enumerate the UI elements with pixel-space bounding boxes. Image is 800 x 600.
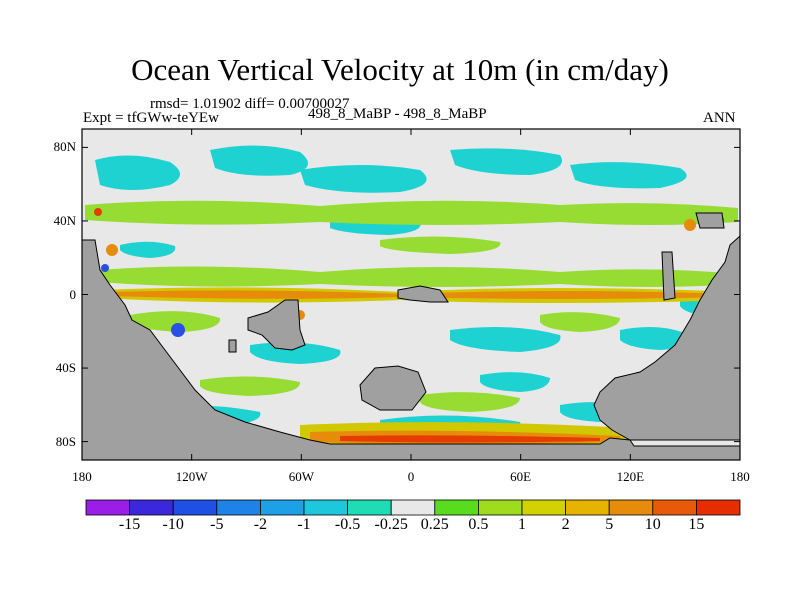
colorbar-label: 10 <box>644 516 661 533</box>
case-label: 498_8_MaBP - 498_8_MaBP <box>308 106 487 122</box>
colorbar-box <box>696 499 741 516</box>
x-tick-label: 60E <box>510 469 532 484</box>
y-tick-label: 80S <box>55 433 76 449</box>
green-patches <box>85 200 738 412</box>
colorbar-label: -5 <box>210 516 224 533</box>
x-tick-label: 120W <box>175 469 208 484</box>
colorbar-label: -15 <box>118 516 141 533</box>
colorbar-box <box>172 499 218 516</box>
island-northeast <box>695 212 725 229</box>
islet-small <box>228 339 237 353</box>
island-equatorial <box>397 285 449 303</box>
x-tick-label: 180 <box>730 469 750 484</box>
y-tick-label: 0 <box>69 286 77 302</box>
colorbar-label: 15 <box>688 516 705 533</box>
x-tick-label: 120E <box>616 469 645 484</box>
colorbar-label: 2 <box>561 516 570 533</box>
axis-ticks <box>81 129 741 460</box>
map-title: Ocean Vertical Velocity at 10m (in cm/da… <box>131 52 669 87</box>
y-tick-label: 40S <box>55 360 76 376</box>
y-tick-label: 40N <box>53 212 76 228</box>
colorbar-box <box>390 499 436 516</box>
colorbar <box>85 499 741 516</box>
colorbar-box <box>347 499 392 516</box>
stats-label: rmsd= 1.01902 diff= 0.00700027 <box>150 96 350 112</box>
eastern-landmass <box>593 235 740 441</box>
season-label: ANN <box>703 110 736 126</box>
colorbar-box <box>259 499 305 516</box>
colorbar-box <box>477 499 523 516</box>
colorbar-box <box>434 499 479 516</box>
southern-landmass <box>82 239 740 460</box>
x-tick-label: 0 <box>407 469 415 484</box>
island-west <box>247 299 306 351</box>
colorbar-label: 1 <box>518 516 526 533</box>
colorbar-box <box>565 499 610 516</box>
colorbar-box <box>216 499 261 516</box>
colorbar-box <box>652 499 697 516</box>
land-masses <box>82 212 740 460</box>
colorbar-box <box>608 499 654 516</box>
island-central-south <box>359 365 427 411</box>
cyan-patches <box>95 145 735 436</box>
island-east-narrow <box>661 251 676 301</box>
colorbar-label: -1 <box>297 516 311 533</box>
colorbar-label: 5 <box>605 516 614 533</box>
colorbar-box <box>303 499 348 516</box>
experiment-label: Expt = tfGWw-teYEw <box>83 110 219 126</box>
southern-band <box>300 422 630 446</box>
colorbar-label: -2 <box>253 516 268 533</box>
x-tick-label: 180 <box>72 469 92 484</box>
y-tick-label: 80N <box>53 139 76 155</box>
colorbar-label: -10 <box>162 516 184 533</box>
x-tick-label: 60W <box>288 469 314 484</box>
map-field <box>82 129 740 460</box>
colorbar-label: 0.25 <box>420 516 449 533</box>
colorbar-box <box>85 499 130 516</box>
colorbar-label: -0.25 <box>374 516 408 533</box>
colorbar-label: 0.5 <box>468 516 489 533</box>
colorbar-label: -0.5 <box>334 516 361 533</box>
colorbar-box <box>129 499 174 516</box>
colorbar-box <box>521 499 566 516</box>
